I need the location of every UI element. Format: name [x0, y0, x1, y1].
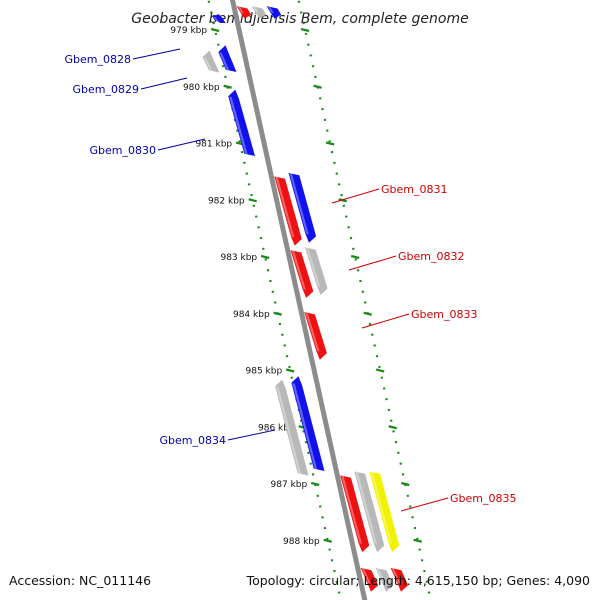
tick-label: 980 kbp — [183, 83, 220, 93]
svg-text:Gbem_0832: Gbem_0832 — [398, 250, 464, 263]
tick-label: 979 kbp — [170, 26, 207, 36]
gene-label-gbem_0832[interactable]: Gbem_0832 — [348, 250, 464, 271]
topology-text: Topology: circular; Length: 4,615,150 bp… — [246, 573, 590, 588]
backbone-line — [229, 0, 368, 600]
gene-arrow[interactable] — [218, 45, 237, 72]
svg-text:Gbem_0835: Gbem_0835 — [450, 492, 516, 505]
gene-arrow[interactable] — [288, 173, 317, 243]
svg-text:Gbem_0833: Gbem_0833 — [411, 308, 477, 321]
gene-arrow[interactable] — [375, 567, 394, 592]
tick-mark — [248, 198, 257, 203]
gene-label-gbem_0831[interactable]: Gbem_0831 — [331, 183, 447, 204]
gene-arrow[interactable] — [354, 471, 385, 553]
tick-mark — [223, 84, 232, 89]
gene-arrow[interactable] — [251, 6, 267, 19]
gene-arrow[interactable] — [390, 567, 409, 592]
tick-label: 981 kbp — [195, 140, 232, 150]
gene-arrow[interactable] — [291, 376, 325, 471]
gene-arrow[interactable] — [236, 6, 252, 19]
tick-mark — [300, 27, 310, 33]
gene-arrow[interactable] — [304, 247, 328, 295]
gene-arrow[interactable] — [304, 312, 327, 360]
tick-label: 987 kbp — [271, 480, 308, 490]
tick-mark — [388, 425, 397, 430]
kbp-tick-marks: 979 kbp 980 kbp 981 kbp 982 kbp 983 kbp 984 k… — [170, 26, 423, 547]
gene-labels: Gbem_0828 Gbem_0829 Gbem_0830 Gbem_0831 Gbem… — [65, 48, 516, 512]
tick-mark — [210, 27, 220, 33]
gene-label-gbem_0828[interactable]: Gbem_0828 — [65, 48, 181, 66]
gene-arrow[interactable] — [228, 89, 255, 156]
tick-mark — [350, 254, 360, 260]
gene-arrow[interactable] — [340, 475, 370, 553]
svg-text:Gbem_0828: Gbem_0828 — [65, 53, 131, 66]
gene-label-gbem_0834[interactable]: Gbem_0834 — [160, 429, 276, 447]
tick-label: 982 kbp — [208, 196, 245, 206]
tick-mark — [363, 311, 372, 316]
left-dot-track — [207, 0, 342, 600]
tick-dot-tracks — [207, 0, 432, 600]
tick-mark — [325, 141, 335, 146]
accession-text: Accession: NC_011146 — [9, 573, 152, 588]
map-title: Geobacter bemidjiensis Bem, complete gen… — [131, 11, 468, 27]
tick-mark — [285, 368, 295, 373]
tick-mark — [323, 538, 333, 543]
tick-mark — [400, 481, 410, 487]
gene-arrow[interactable] — [360, 567, 379, 592]
gene-label-gbem_0829[interactable]: Gbem_0829 — [73, 77, 188, 96]
gene-arrow[interactable] — [275, 379, 309, 476]
tick-mark — [273, 311, 282, 316]
tick-mark — [413, 538, 423, 543]
tick-mark — [375, 368, 385, 373]
right-dot-track — [297, 0, 432, 600]
tick-label: 985 kbp — [246, 367, 283, 377]
gene-arrow[interactable] — [266, 6, 282, 19]
tick-label: 984 kbp — [233, 310, 270, 320]
gene-arrow[interactable] — [369, 471, 400, 553]
svg-text:Gbem_0834: Gbem_0834 — [160, 434, 226, 447]
tick-mark — [260, 254, 270, 260]
gene-arrow[interactable] — [290, 250, 314, 298]
tick-mark — [310, 481, 320, 487]
gene-arrow[interactable] — [274, 176, 302, 246]
gene-label-gbem_0830[interactable]: Gbem_0830 — [90, 138, 206, 157]
tick-mark — [313, 84, 322, 89]
tick-label: 988 kbp — [283, 537, 320, 547]
svg-text:Gbem_0830: Gbem_0830 — [90, 144, 156, 157]
gene-features — [202, 6, 409, 592]
gene-arrow[interactable] — [202, 50, 220, 73]
tick-label: 983 kbp — [220, 253, 257, 263]
svg-text:Gbem_0831: Gbem_0831 — [381, 183, 447, 196]
tick-label: 986 kbp — [258, 423, 295, 433]
genome-backbone — [229, 0, 368, 600]
gene-label-gbem_0835[interactable]: Gbem_0835 — [400, 492, 516, 512]
gene-arrow[interactable] — [212, 14, 226, 24]
gene-label-gbem_0833[interactable]: Gbem_0833 — [361, 308, 477, 329]
svg-text:Gbem_0829: Gbem_0829 — [73, 83, 139, 96]
